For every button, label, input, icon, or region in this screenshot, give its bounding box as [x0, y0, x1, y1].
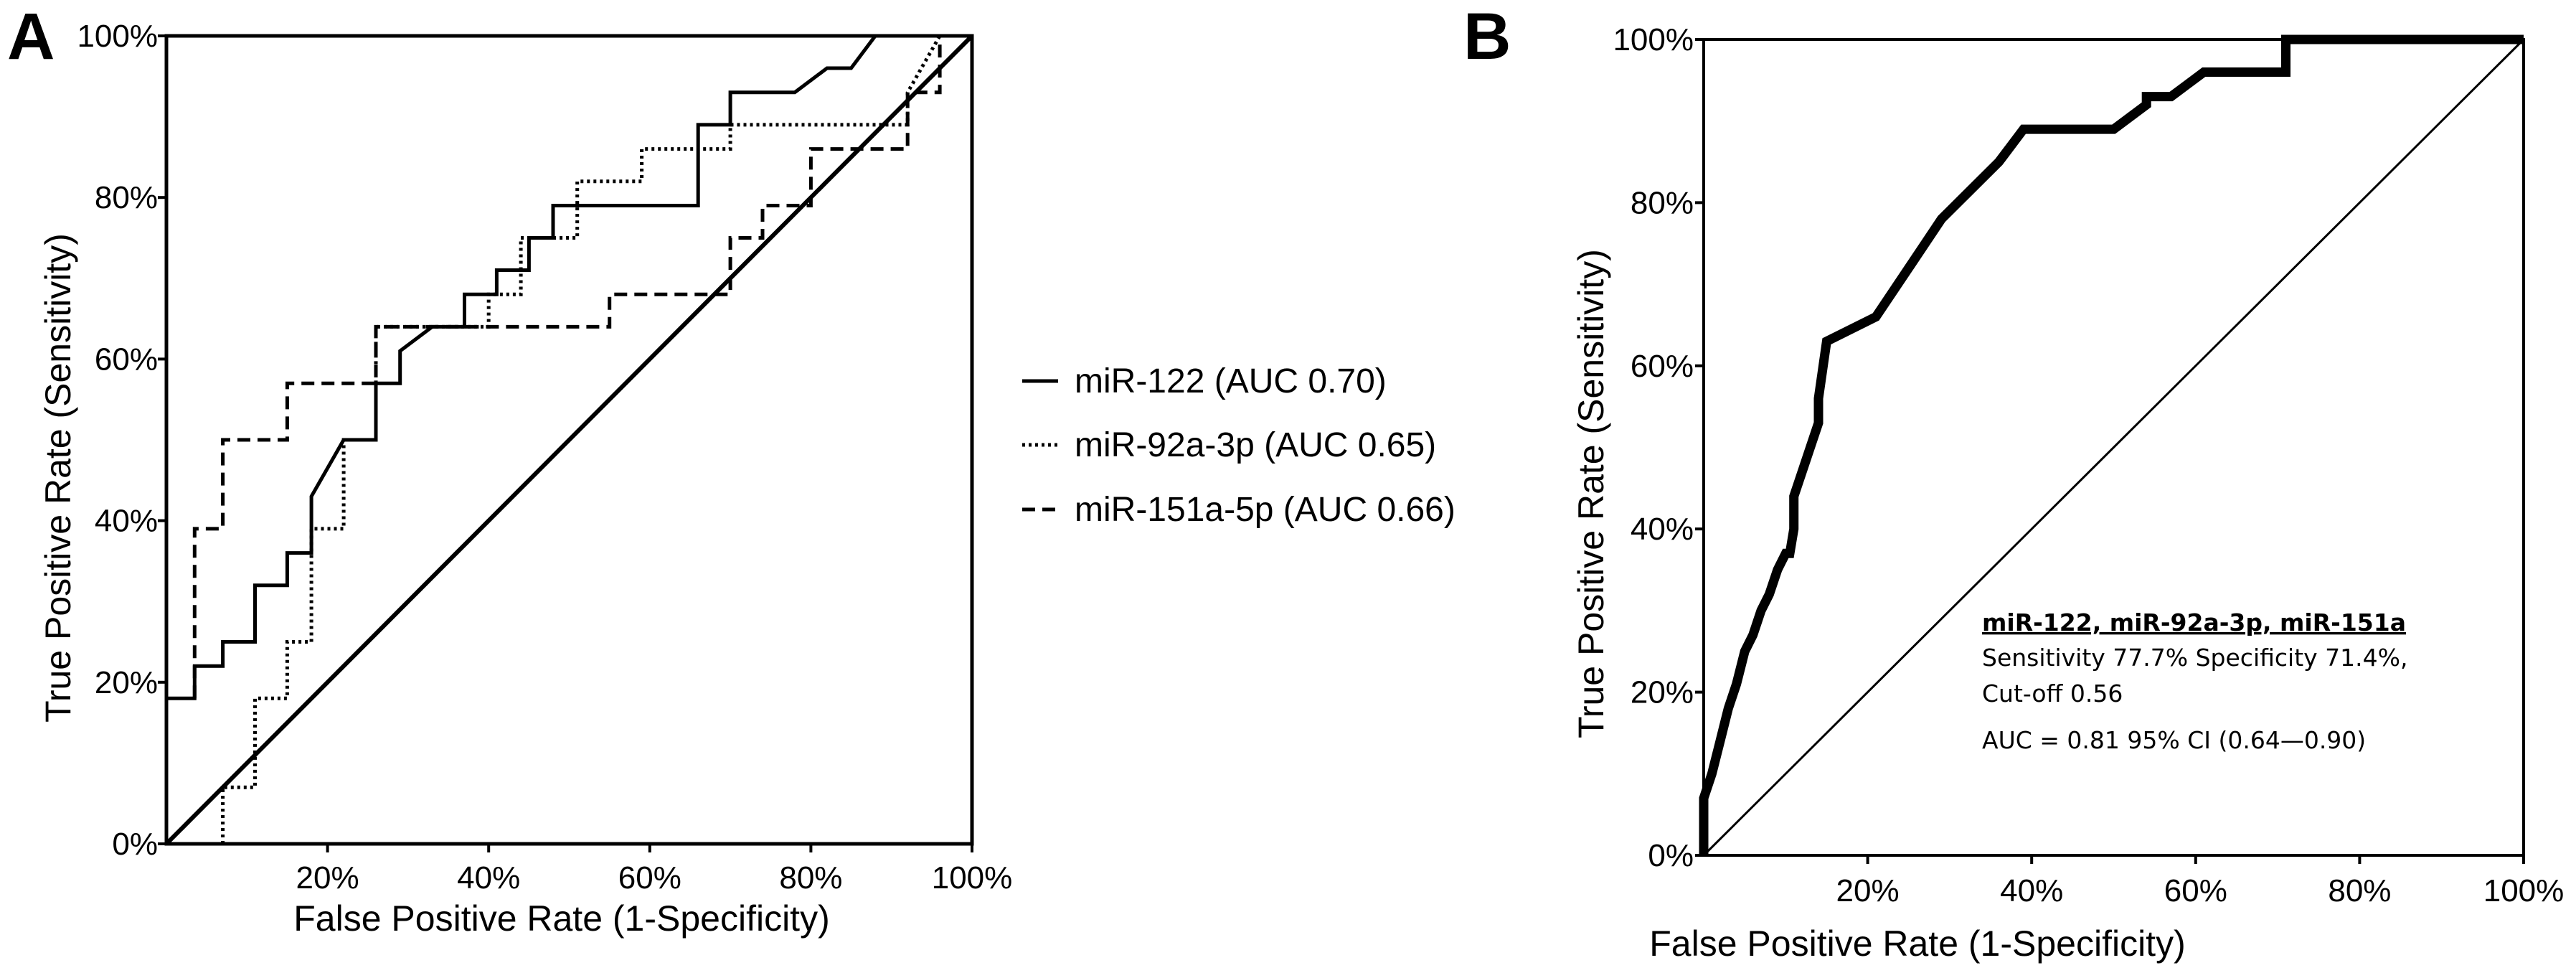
legend-label-mir-92a-3p: miR-92a-3p (AUC 0.65)	[1075, 426, 1436, 464]
x-tick-label: 60%	[618, 860, 681, 896]
roc-curve-mir-92a-3p	[221, 34, 942, 844]
panel-b-axes: 0% 20% 40% 60% 80% 100% 20% 40% 60% 80% 100%	[1613, 22, 2564, 908]
panel-b-y-axis-title: True Positive Rate (Sensitivity)	[1571, 249, 1611, 738]
reference-diagonal	[164, 34, 974, 846]
panel-a-series	[164, 34, 974, 846]
legend-label-mir-151a-5p: miR-151a-5p (AUC 0.66)	[1075, 491, 1456, 529]
panel-a: A 0% 20% 40% 60% 80% 100% 20% 40% 60% 80% 100% Fal…	[7, 0, 1012, 939]
annotation-title: miR-122, miR-92a-3p, miR-151a	[1982, 608, 2406, 636]
plot-frame	[164, 34, 974, 846]
annotation-line-3: AUC = 0.81 95% CI (0.64—0.90)	[1982, 726, 2366, 754]
x-tick-label: 100%	[2483, 873, 2565, 908]
panel-a-legend: miR-122 (AUC 0.70) miR-92a-3p (AUC 0.65)…	[1022, 362, 1456, 529]
x-tick-label: 80%	[779, 860, 842, 896]
roc-curve-mir-122	[166, 34, 877, 700]
y-tick-label: 60%	[95, 342, 158, 377]
panel-a-letter: A	[7, 0, 55, 73]
y-tick-label: 0%	[112, 827, 158, 862]
y-tick-label: 40%	[1631, 512, 1694, 547]
y-tick-label: 100%	[1613, 22, 1694, 57]
y-tick-label: 0%	[1648, 838, 1694, 873]
panel-b: B 0% 20% 40% 60% 80% 100% 20% 40% 60% 80% 100% Fal…	[1463, 0, 2564, 964]
y-tick-label: 60%	[1631, 349, 1694, 384]
annotation-line-2: Cut-off 0.56	[1982, 680, 2123, 708]
plot-frame	[1702, 38, 2525, 857]
y-tick-label: 40%	[95, 504, 158, 539]
annotation-line-1: Sensitivity 77.7% Specificity 71.4%,	[1982, 644, 2408, 672]
x-tick-label: 40%	[457, 860, 520, 896]
x-tick-label: 20%	[296, 860, 359, 896]
roc-curve-mir-151a-5p	[192, 36, 942, 699]
panel-a-axes: 0% 20% 40% 60% 80% 100% 20% 40% 60% 80% 100%	[77, 19, 1012, 896]
legend-label-mir-122: miR-122 (AUC 0.70)	[1075, 362, 1387, 400]
y-tick-label: 100%	[77, 19, 158, 54]
panel-a-y-axis-title: True Positive Rate (Sensitivity)	[38, 233, 78, 723]
panel-b-letter: B	[1463, 0, 1511, 73]
panel-b-series	[1699, 34, 2525, 857]
y-tick-label: 80%	[95, 180, 158, 215]
panel-b-x-axis-title: False Positive Rate (1-Specificity)	[1649, 923, 2185, 964]
x-tick-label: 60%	[2164, 873, 2227, 908]
x-tick-label: 100%	[932, 860, 1013, 896]
reference-diagonal	[1702, 38, 2525, 857]
x-tick-label: 80%	[2328, 873, 2391, 908]
y-tick-label: 20%	[1631, 675, 1694, 710]
roc-curve-mir-122-mir-92a-3p-mir-151a	[1699, 34, 2524, 855]
y-tick-label: 80%	[1631, 185, 1694, 220]
panel-a-x-axis-title: False Positive Rate (1-Specificity)	[293, 898, 829, 939]
panel-b-annotation: miR-122, miR-92a-3p, miR-151a Sensitivit…	[1982, 608, 2408, 754]
x-tick-label: 40%	[2000, 873, 2063, 908]
x-tick-label: 20%	[1836, 873, 1900, 908]
y-tick-label: 20%	[95, 665, 158, 700]
